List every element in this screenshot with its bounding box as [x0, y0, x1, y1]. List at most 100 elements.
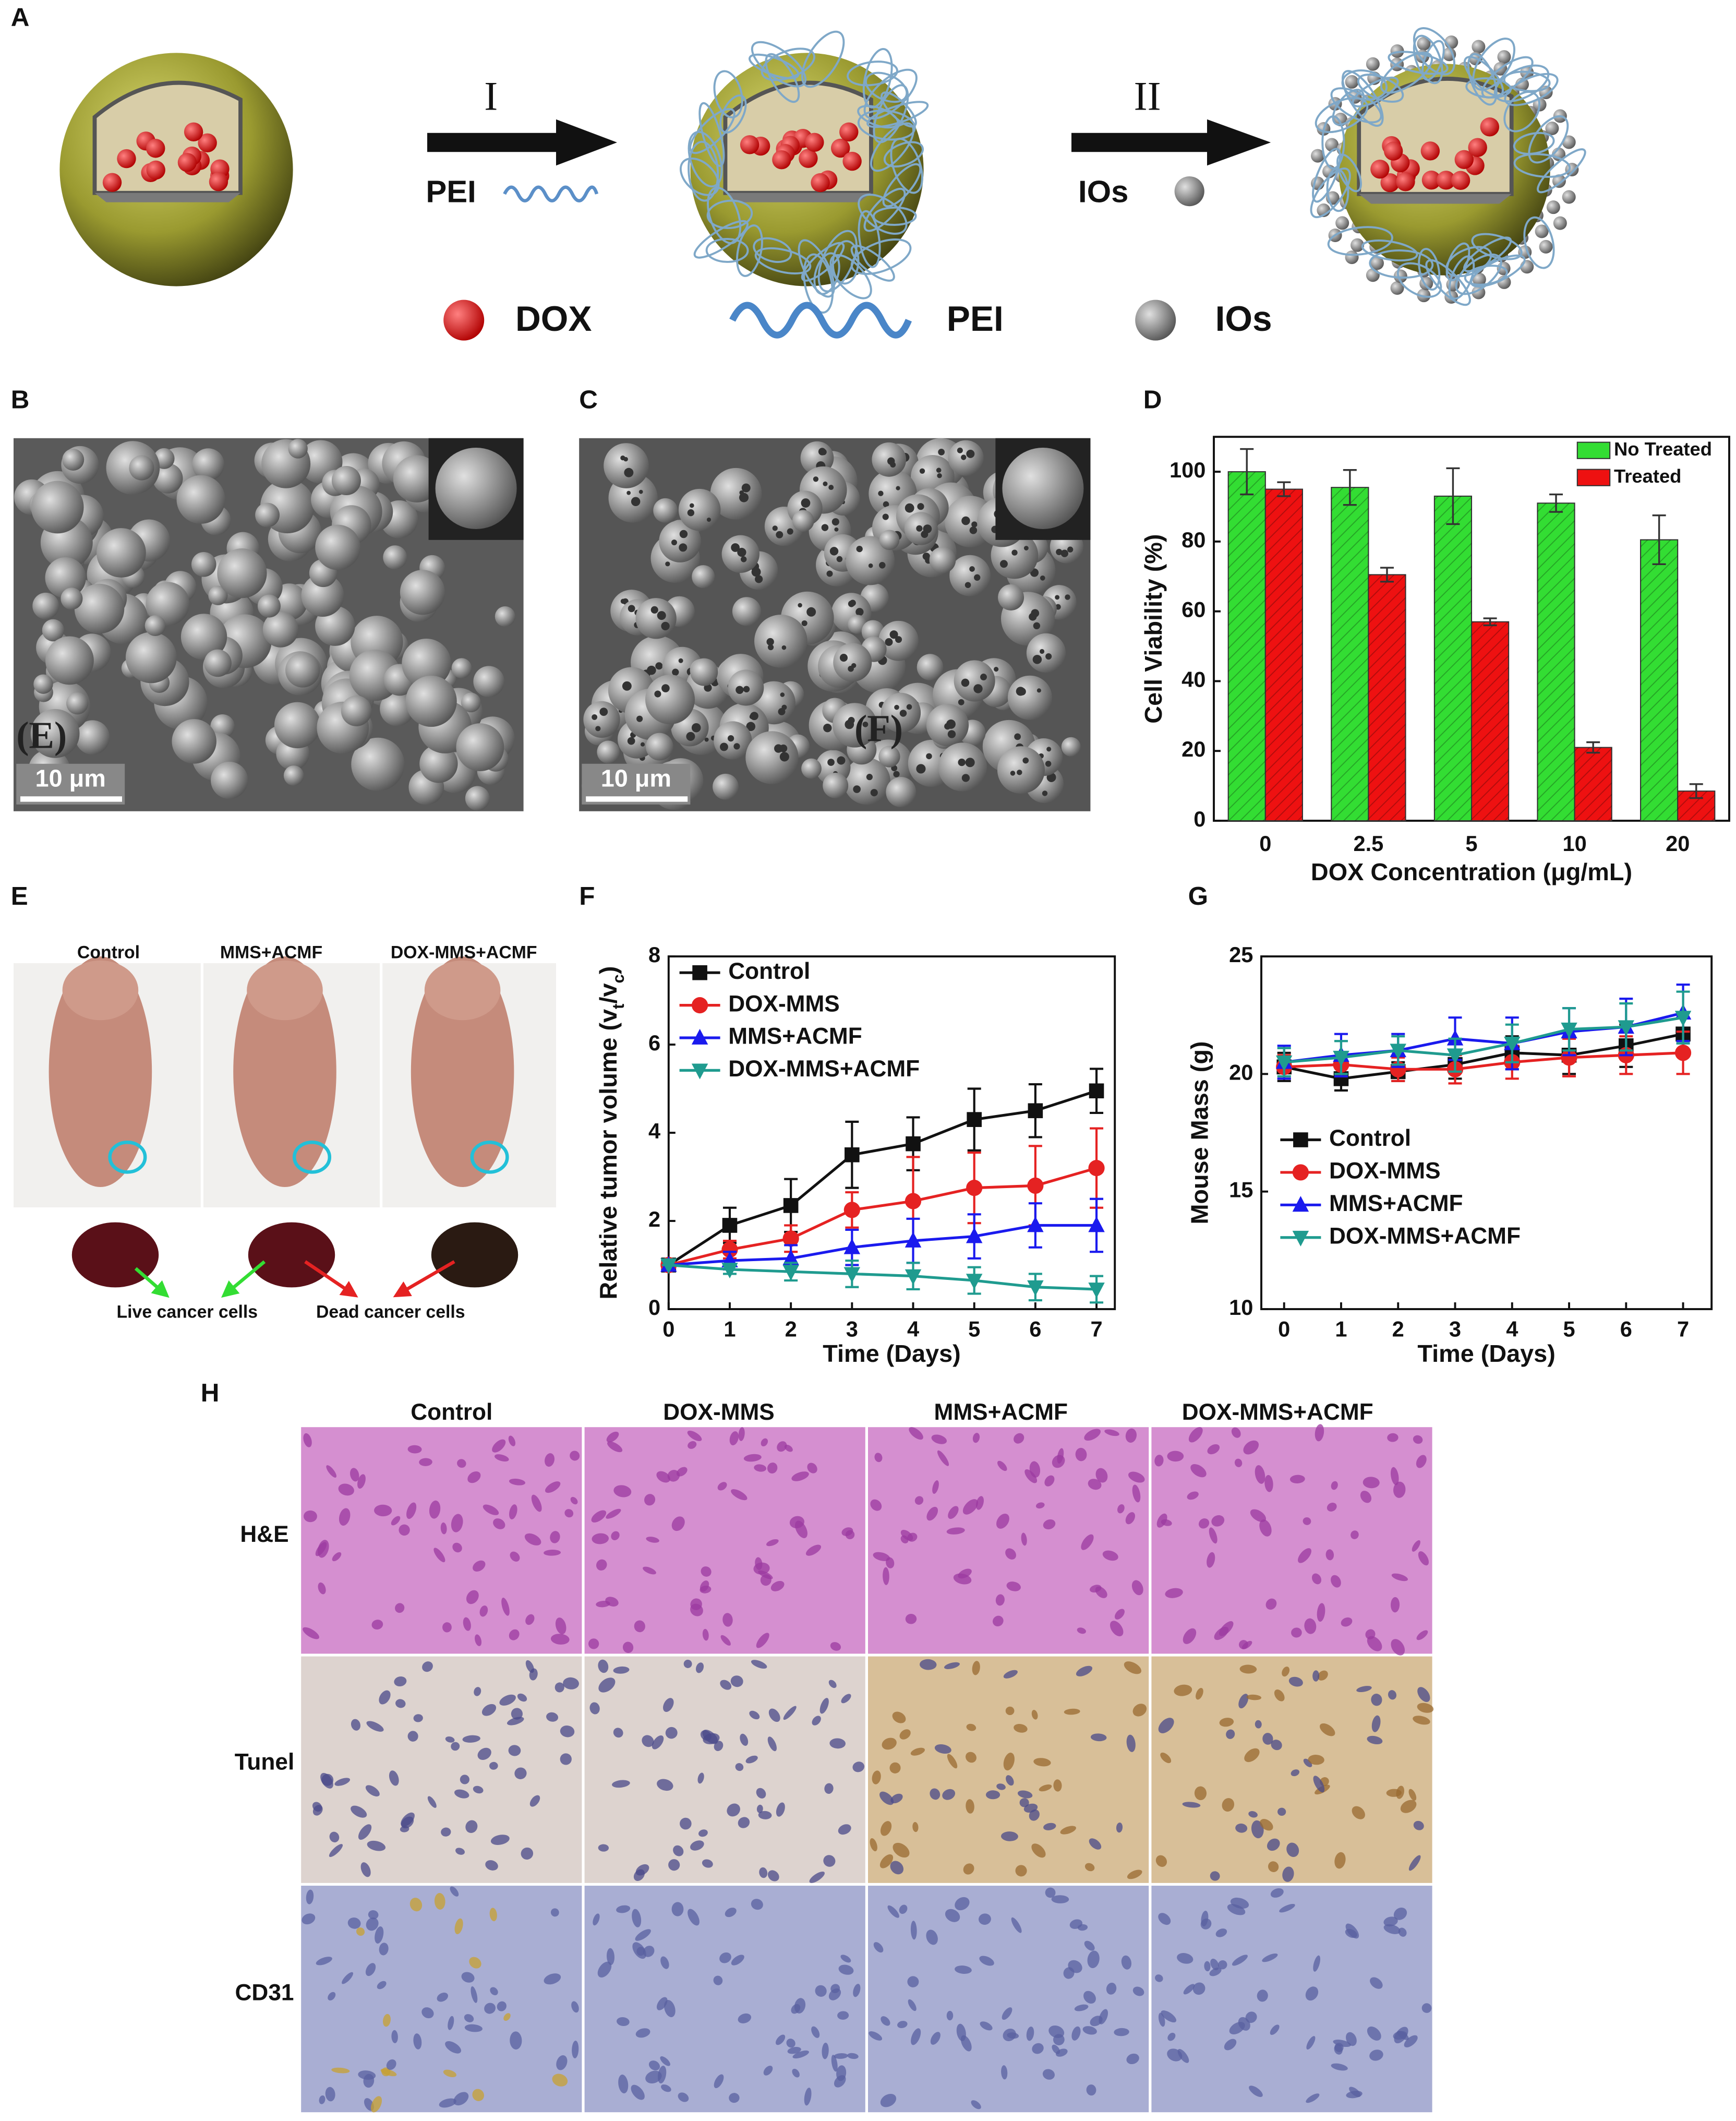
io-particle: [1366, 268, 1380, 282]
pore: [855, 608, 864, 616]
pore: [640, 742, 645, 747]
nucleus: [791, 1471, 809, 1481]
pore: [776, 531, 783, 538]
marker: [1446, 1029, 1464, 1046]
nucleus: [834, 2053, 848, 2059]
mouse-head: [62, 960, 139, 1021]
nucleus: [972, 1661, 980, 1675]
microsphere: [152, 463, 183, 494]
marker: [843, 1238, 861, 1254]
legend-label: Control: [1329, 1125, 1411, 1151]
pei-mesh: [858, 194, 908, 235]
nucleus: [1014, 1723, 1028, 1733]
pei-mesh: [751, 41, 807, 88]
nucleus: [394, 1676, 407, 1687]
nucleus: [1255, 1720, 1262, 1729]
x-tick-label: 5: [1563, 1317, 1575, 1341]
nucleus: [357, 1474, 366, 1489]
nucleus: [475, 1634, 482, 1646]
nucleus: [546, 1712, 559, 1722]
microsphere: [32, 592, 59, 619]
y-axis-label: Mouse Mass (g): [1186, 1041, 1213, 1224]
nucleus: [1417, 1687, 1430, 1703]
nucleus: [389, 1770, 399, 1786]
legend-label: Treated: [1614, 465, 1681, 487]
marker: [782, 1265, 799, 1281]
microsphere: [583, 701, 620, 738]
io-particle: [1472, 40, 1486, 54]
io-particle: [1351, 238, 1365, 252]
nucleus: [1207, 1552, 1215, 1568]
dox-particle: [1421, 170, 1441, 190]
nucleus: [966, 1799, 974, 1814]
nucleus: [1074, 2004, 1089, 2011]
pei-mesh: [817, 230, 858, 293]
microsphere: [301, 574, 344, 617]
pei-mesh: [1467, 53, 1498, 106]
pore: [686, 732, 695, 741]
pore: [827, 759, 835, 766]
pore: [831, 518, 839, 526]
nucleus: [473, 1786, 484, 1794]
dox-particle: [146, 160, 165, 180]
nucleus: [889, 1762, 901, 1774]
arrow: [393, 1260, 455, 1298]
nucleus: [381, 2067, 391, 2077]
nucleus: [811, 2026, 820, 2038]
nucleus: [792, 2068, 800, 2078]
pore: [826, 570, 833, 577]
microsphere: [351, 737, 405, 791]
microsphere: [419, 745, 458, 783]
tissue-image: [584, 1656, 865, 1883]
nucleus: [358, 1824, 372, 1840]
nucleus: [979, 1913, 991, 1925]
plot-frame: [1260, 955, 1713, 1310]
nucleus: [525, 1614, 535, 1625]
microsphere: [146, 582, 190, 626]
pore: [856, 545, 863, 553]
nucleus: [828, 1680, 837, 1688]
nucleus: [634, 1620, 645, 1633]
nucleus: [560, 1725, 575, 1737]
nucleus: [656, 1997, 668, 2010]
marker: [1674, 1011, 1692, 1027]
nucleus: [770, 1580, 785, 1591]
marker: [966, 1227, 983, 1243]
nucleus: [837, 2011, 849, 2020]
io-particle: [1390, 44, 1404, 58]
pore: [1018, 688, 1026, 696]
nucleus: [831, 2055, 838, 2072]
nucleus: [880, 1821, 892, 1836]
marker: [1028, 1103, 1043, 1119]
nucleus: [544, 1973, 561, 1985]
legend-label: IOs: [1215, 299, 1272, 339]
marker: [966, 1180, 983, 1196]
x-tick-label: 3: [1449, 1317, 1461, 1341]
step-label: I: [484, 73, 498, 118]
nucleus: [511, 1708, 523, 1720]
pei-mesh: [1471, 233, 1523, 260]
nucleus: [767, 1463, 778, 1474]
nucleus: [874, 1453, 883, 1463]
nucleus: [334, 1778, 351, 1786]
nucleus: [1068, 1960, 1082, 1973]
nucleus: [1083, 1991, 1096, 2004]
microsphere: [97, 528, 146, 578]
nucleus: [563, 1677, 579, 1689]
nucleus: [953, 1573, 972, 1585]
nucleus: [501, 1598, 510, 1616]
nucleus: [852, 1761, 865, 1772]
nucleus: [690, 1840, 704, 1851]
microsphere: [1007, 675, 1052, 720]
tissue-image: [1151, 1427, 1432, 1654]
pore: [823, 724, 832, 733]
nucleus: [1248, 1811, 1258, 1818]
dox-particle: [1383, 141, 1403, 161]
nucleus: [406, 1502, 417, 1519]
nucleus: [635, 2028, 650, 2038]
nucleus: [897, 2021, 908, 2028]
nucleus: [777, 1441, 787, 1452]
marker: [1446, 1048, 1464, 1064]
error-bar: [1277, 481, 1291, 497]
pore: [663, 687, 668, 692]
